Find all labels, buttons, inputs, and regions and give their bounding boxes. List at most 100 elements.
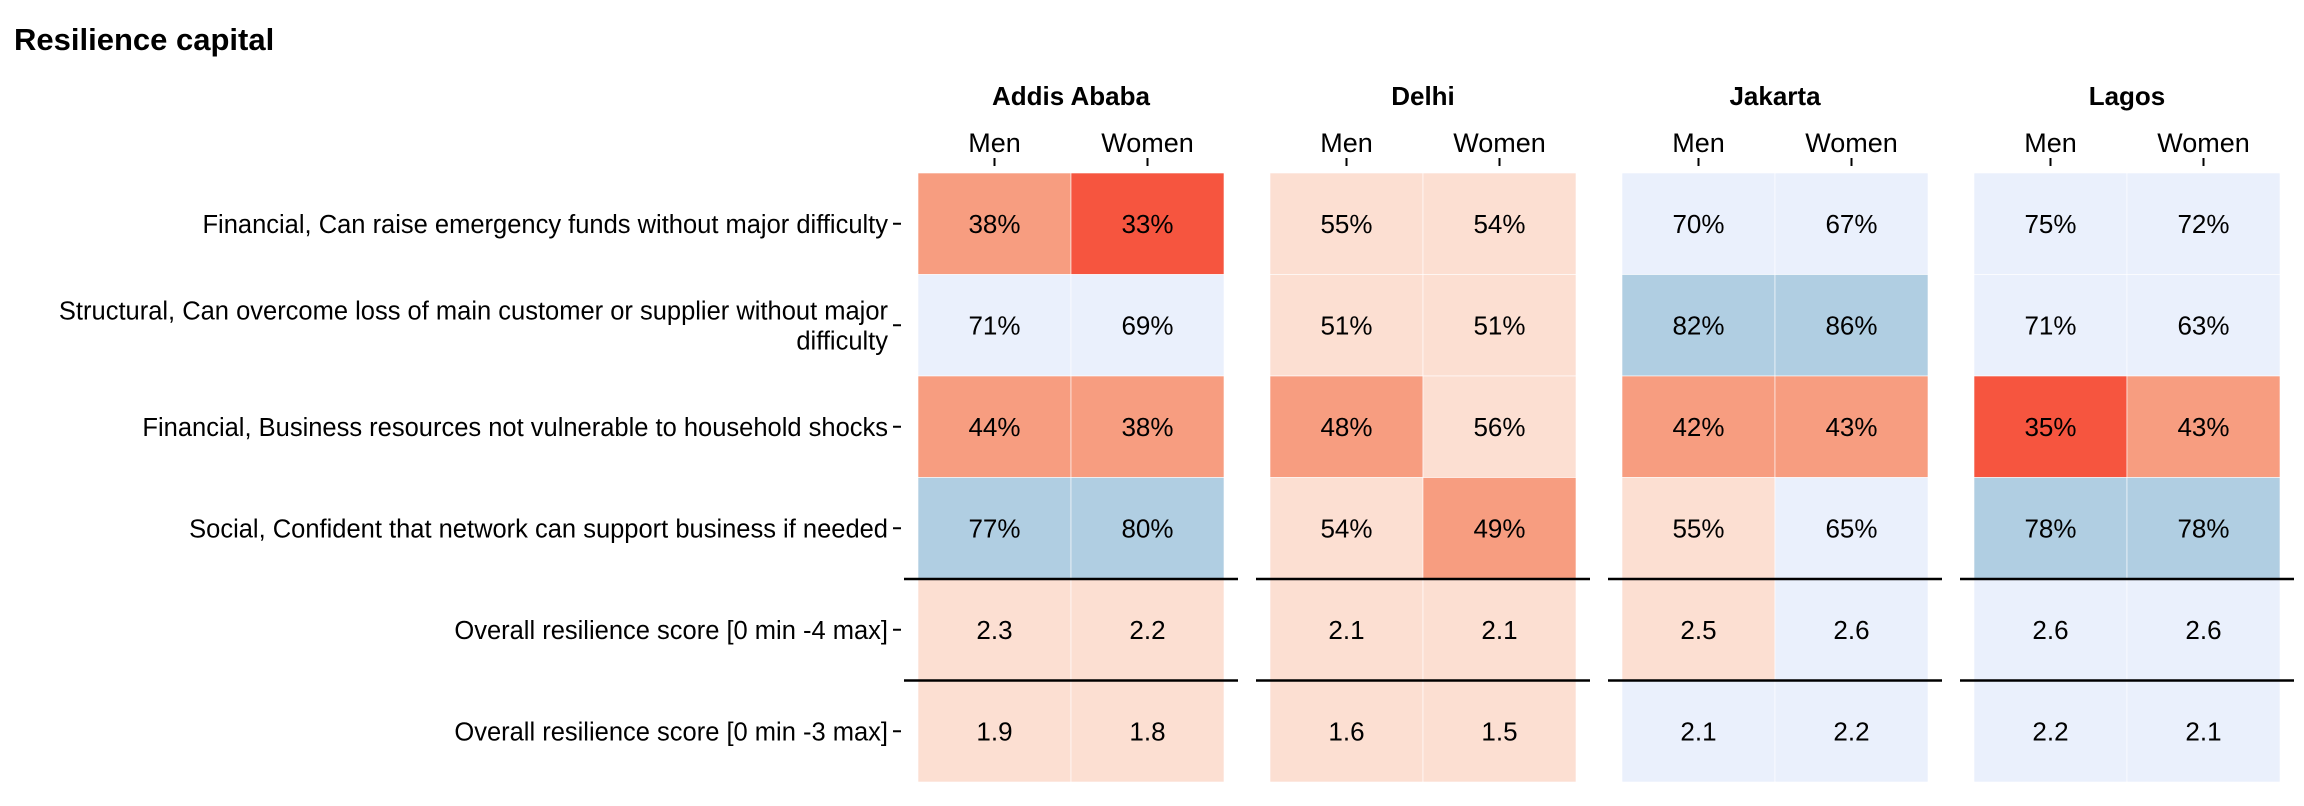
facet-labels: Addis Ababa Delhi Jakarta Lagos — [992, 81, 2165, 111]
cell-value-label: 70% — [1672, 209, 1724, 239]
heatmap-cell — [1774, 274, 1929, 377]
row-label: Social, Confident that network can suppo… — [189, 515, 888, 543]
column-labels: Men Women Men Women Men Women Men Women — [968, 128, 2250, 166]
heatmap-cell — [1973, 680, 2128, 783]
cell-value-label: 42% — [1672, 412, 1724, 442]
column-label: Women — [1805, 128, 1898, 158]
cell-value-label: 67% — [1825, 209, 1877, 239]
heatmap-cell — [2126, 274, 2281, 377]
heatmap-cell — [2126, 375, 2281, 478]
facet-label: Lagos — [2089, 81, 2166, 111]
heatmap-cell — [1269, 375, 1424, 478]
heatmap-cell — [1422, 375, 1577, 478]
cell-value-label: 2.6 — [2185, 615, 2221, 645]
heatmap-cell — [1269, 477, 1424, 580]
heatmap-cell — [1621, 578, 1776, 681]
heatmap-cell — [917, 477, 1072, 580]
heatmap-cell — [1070, 680, 1225, 783]
cell-value-label: 1.8 — [1129, 716, 1165, 746]
cell-value-label: 72% — [2177, 209, 2229, 239]
cell-value-label: 38% — [968, 209, 1020, 239]
heatmap-cell — [1621, 477, 1776, 580]
heatmap-cell — [1621, 375, 1776, 478]
cell-value-label: 75% — [2024, 209, 2076, 239]
cell-value-label: 44% — [968, 412, 1020, 442]
cell-value-label: 2.2 — [2032, 716, 2068, 746]
cell-value-label: 33% — [1121, 209, 1173, 239]
cell-value-label: 1.9 — [976, 716, 1012, 746]
cell-value-label: 49% — [1473, 513, 1525, 543]
cell-value-label: 2.2 — [1129, 615, 1165, 645]
cell-value-label: 80% — [1121, 513, 1173, 543]
facet-label: Delhi — [1391, 81, 1455, 111]
row-label: Financial, Can raise emergency funds wit… — [202, 211, 888, 239]
column-label: Women — [1453, 128, 1546, 158]
column-label: Men — [1320, 128, 1373, 158]
row-labels: Financial, Can raise emergency funds wit… — [59, 211, 901, 746]
cell-value-label: 55% — [1320, 209, 1372, 239]
cell-value-label: 86% — [1825, 310, 1877, 340]
cell-value-label: 63% — [2177, 310, 2229, 340]
heatmap-cell — [1070, 578, 1225, 681]
cell-value-label: 56% — [1473, 412, 1525, 442]
heatmap-cell — [1973, 274, 2128, 377]
column-label: Women — [1101, 128, 1194, 158]
chart-title: Resilience capital — [14, 22, 274, 57]
heatmap-cell — [1269, 172, 1424, 275]
cell-value-label: 2.1 — [1328, 615, 1364, 645]
row-label: Financial, Business resources not vulner… — [142, 414, 888, 442]
heatmap-cell — [1973, 172, 2128, 275]
cell-value-label: 35% — [2024, 412, 2076, 442]
column-label: Women — [2157, 128, 2250, 158]
cell-value-label: 78% — [2024, 513, 2076, 543]
heatmap-cell — [1070, 172, 1225, 275]
row-label: Structural, Can overcome loss of main cu… — [59, 297, 889, 325]
column-label: Men — [1672, 128, 1725, 158]
cell-value-label: 38% — [1121, 412, 1173, 442]
cell-value-label: 78% — [2177, 513, 2229, 543]
group-separators — [904, 577, 2294, 682]
cell-value-label: 43% — [1825, 412, 1877, 442]
heatmap-cell — [1621, 680, 1776, 783]
heatmap-cell — [1422, 578, 1577, 681]
cell-value-label: 2.6 — [2032, 615, 2068, 645]
row-label: Overall resilience score [0 min -4 max] — [454, 617, 888, 645]
cell-value-label: 2.5 — [1680, 615, 1716, 645]
heatmap-cell — [917, 578, 1072, 681]
heatmap-cell — [1422, 680, 1577, 783]
cell-value-label: 54% — [1473, 209, 1525, 239]
heatmap-cell — [1422, 172, 1577, 275]
cell-value-label: 65% — [1825, 513, 1877, 543]
heatmap-cell — [1070, 375, 1225, 478]
heatmap-cell — [1774, 578, 1929, 681]
column-label: Men — [2024, 128, 2077, 158]
heatmap-cell — [1070, 274, 1225, 377]
cell-value-label: 71% — [968, 310, 1020, 340]
heatmap-cell — [2126, 680, 2281, 783]
row-label: Overall resilience score [0 min -3 max] — [454, 718, 888, 746]
heatmap-cell — [1774, 680, 1929, 783]
cell-value-label: 51% — [1473, 310, 1525, 340]
heatmap-cell — [917, 680, 1072, 783]
heatmap-cell — [2126, 172, 2281, 275]
heatmap-cell — [2126, 477, 2281, 580]
heatmap-cell — [1269, 680, 1424, 783]
heatmap-cells: 38% 33% 55% 54% 70% 67% 75% 72% 71% 69% 51% 51% 82% 8… — [917, 172, 2281, 783]
heatmap-cell — [1422, 274, 1577, 377]
cell-value-label: 71% — [2024, 310, 2076, 340]
heatmap-cell — [1973, 375, 2128, 478]
row-label: difficulty — [796, 327, 888, 355]
cell-value-label: 2.3 — [976, 615, 1012, 645]
cell-value-label: 77% — [968, 513, 1020, 543]
cell-value-label: 69% — [1121, 310, 1173, 340]
cell-value-label: 51% — [1320, 310, 1372, 340]
heatmap-cell — [1269, 274, 1424, 377]
cell-value-label: 2.2 — [1833, 716, 1869, 746]
cell-value-label: 1.6 — [1328, 716, 1364, 746]
heatmap-cell — [1070, 477, 1225, 580]
cell-value-label: 48% — [1320, 412, 1372, 442]
cell-value-label: 1.5 — [1481, 716, 1517, 746]
cell-value-label: 54% — [1320, 513, 1372, 543]
cell-value-label: 2.1 — [1481, 615, 1517, 645]
